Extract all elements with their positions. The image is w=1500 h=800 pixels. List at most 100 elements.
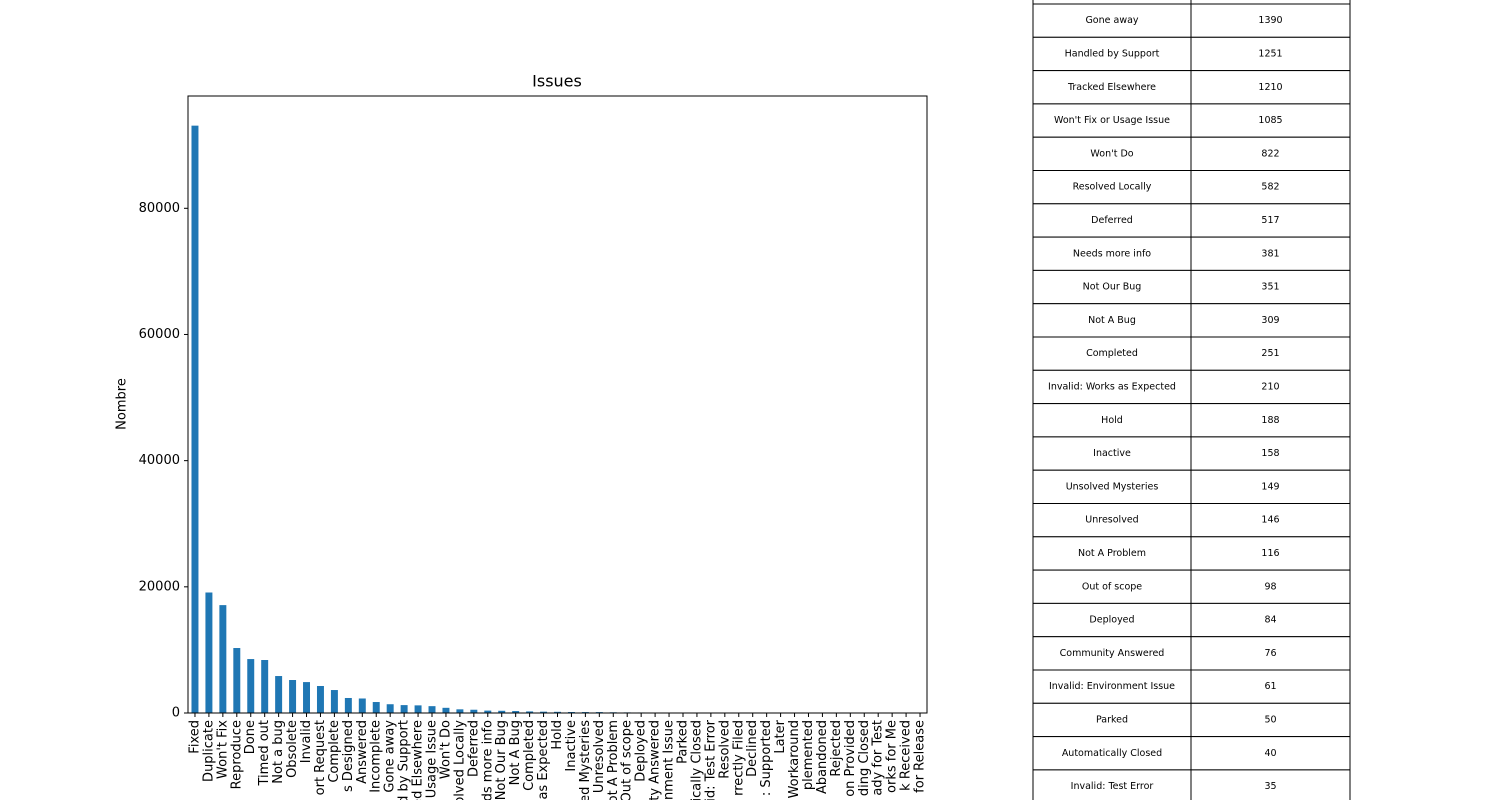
table-label: Needs more info <box>1073 248 1151 259</box>
table-value: 351 <box>1261 282 1279 293</box>
x-tick-label: Automatically Closed <box>689 720 704 800</box>
table-cell <box>1190 303 1351 338</box>
table-cell <box>1032 702 1192 738</box>
table-value: 822 <box>1261 148 1279 159</box>
x-tick-label: Declined <box>745 720 760 777</box>
x-tick-label: Not Our Bug <box>494 720 509 800</box>
table-cell <box>1190 369 1351 405</box>
bar <box>470 709 478 713</box>
table-cell <box>1190 336 1351 371</box>
table-label: Unsolved Mysteries <box>1066 481 1159 492</box>
table-cell <box>1190 236 1351 271</box>
x-tick-label: Incomplete <box>369 720 384 793</box>
x-tick-label: Invalid <box>299 720 314 763</box>
table-label: Community Answered <box>1060 648 1165 659</box>
x-tick-label: Done <box>243 720 258 754</box>
table-cell <box>1190 36 1351 72</box>
table-label: Completed <box>1086 348 1138 359</box>
bar <box>512 711 520 713</box>
table-cell <box>1190 136 1351 171</box>
x-tick-label: Community Answered <box>648 720 663 800</box>
bar <box>414 705 422 713</box>
x-tick-label: Invalid: Works as Expected <box>536 720 551 800</box>
table-label: Gone away <box>1085 15 1138 26</box>
bar <box>498 710 506 713</box>
table-cell <box>1032 269 1192 305</box>
bar <box>484 710 492 713</box>
table-label: Deferred <box>1091 215 1133 226</box>
table-value: 35 <box>1264 781 1276 792</box>
x-tick-label: Workaround <box>787 720 802 798</box>
table-cell <box>1032 203 1192 238</box>
x-tick-label: Fixed <box>187 720 202 754</box>
table-value: 40 <box>1264 748 1276 759</box>
x-tick-label: Reproduce <box>229 720 244 789</box>
table-value: 116 <box>1261 548 1279 559</box>
x-tick-label: s Designed <box>341 720 356 792</box>
x-tick-label: Invalid: Environment Issue <box>662 720 677 800</box>
x-tick-label: Handled by Support <box>397 720 412 800</box>
table-value: 188 <box>1261 415 1279 426</box>
table-label: Not A Problem <box>1078 548 1146 559</box>
table-cell <box>1032 136 1192 171</box>
table-label: Tracked Elsewhere <box>1067 82 1156 93</box>
x-tick-label: on Provided <box>843 720 858 797</box>
table-value: 146 <box>1261 515 1279 526</box>
table-cell <box>1190 3 1351 38</box>
table-value: 158 <box>1261 448 1279 459</box>
table-cell <box>1190 403 1351 438</box>
table-cell <box>1190 669 1351 704</box>
table-cell <box>1032 170 1192 205</box>
x-tick-label: Rejected <box>829 720 844 777</box>
x-tick-label: Unresolved <box>592 720 607 793</box>
table-cell <box>1190 569 1351 604</box>
x-tick-label: Won't Do <box>438 720 453 779</box>
bar <box>428 706 436 713</box>
table-value: 1390 <box>1258 15 1282 26</box>
bar <box>540 711 548 713</box>
x-tick-label: Abandoned <box>815 720 830 794</box>
table-cell <box>1032 536 1192 571</box>
x-tick-label: Timed out <box>257 720 272 787</box>
table-value: 149 <box>1261 481 1279 492</box>
table-cell <box>1190 269 1351 305</box>
y-axis-label: Nombre <box>115 378 130 430</box>
bar <box>261 660 269 713</box>
bar <box>275 676 283 713</box>
chart-title: Issues <box>532 72 582 91</box>
plot-frame <box>187 95 928 714</box>
table-row <box>1032 0 1192 5</box>
x-tick-label: Parked <box>675 720 690 764</box>
bar <box>386 704 394 713</box>
x-tick-label: Not A Bug <box>508 720 523 785</box>
table-cell <box>1032 636 1192 671</box>
table-value: 50 <box>1264 714 1276 725</box>
x-tick-label: Complete <box>327 720 342 783</box>
table-value: 251 <box>1261 348 1279 359</box>
table-cell <box>1032 70 1192 105</box>
x-tick-label: Out of scope <box>620 720 635 800</box>
x-tick-label: Inactive <box>564 720 579 772</box>
x-tick-label: Invalid: Test Error <box>703 719 718 800</box>
table-cell <box>1032 403 1192 438</box>
table-cell <box>1032 769 1192 800</box>
table-label: Not Our Bug <box>1083 282 1142 293</box>
bar <box>205 592 213 713</box>
x-tick-label: orks for Me <box>885 720 900 793</box>
table-label: Resolved Locally <box>1073 182 1152 193</box>
x-tick-label: Resolved Locally <box>452 720 467 800</box>
table-label: Invalid: Test Error <box>1071 781 1154 792</box>
bar <box>456 709 464 713</box>
x-tick-label: Not A Problem <box>606 720 621 800</box>
bar <box>191 125 199 714</box>
x-tick-label: plemented <box>801 720 816 790</box>
table-value: 582 <box>1261 182 1279 193</box>
table-label: Hold <box>1101 415 1123 426</box>
table-label: Invalid: Environment Issue <box>1049 681 1175 692</box>
bar <box>442 707 450 713</box>
table-cell <box>1032 103 1192 138</box>
table-value: 98 <box>1264 581 1276 592</box>
x-tick-label: Completed <box>522 720 537 791</box>
